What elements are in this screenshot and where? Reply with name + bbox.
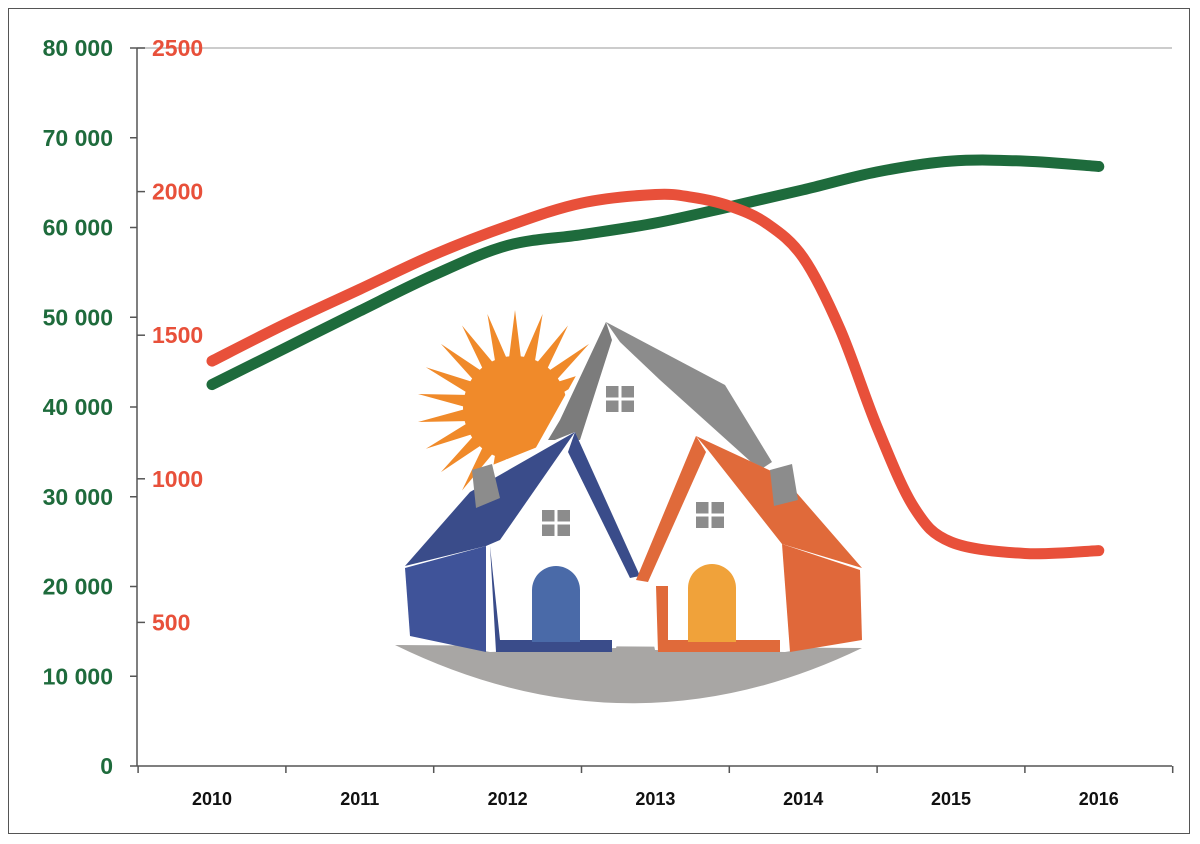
blue-house-door xyxy=(532,566,580,642)
right-axis-tick-label: 2500 xyxy=(152,35,203,61)
left-axis-tick-label: 50 000 xyxy=(43,304,113,330)
blue-house-side-wall xyxy=(405,546,486,652)
back-house-window-bars xyxy=(606,386,634,412)
right-axis-tick-label: 1500 xyxy=(152,322,203,348)
left-axis-tick-label: 10 000 xyxy=(43,663,113,689)
left-axis-tick-label: 60 000 xyxy=(43,215,113,241)
x-axis-tick-labels: 2010 2011 2012 2013 2014 2015 2016 xyxy=(192,789,1119,809)
blue-house-chimney xyxy=(472,464,500,508)
orange-house-roof-left xyxy=(636,436,706,582)
x-axis-tick-label: 2010 xyxy=(192,789,232,809)
back-house-roof xyxy=(606,322,772,470)
axes xyxy=(130,47,1174,773)
back-house-roof-edge xyxy=(548,322,612,440)
green-series-line xyxy=(206,154,1105,391)
orange-house-trim xyxy=(656,586,780,652)
houses-with-sun-icon xyxy=(395,310,862,704)
right-axis-tick-label: 2000 xyxy=(152,179,203,205)
sun-disc xyxy=(463,356,567,460)
left-axis-tick-label: 30 000 xyxy=(43,484,113,510)
orange-house-door xyxy=(688,564,736,642)
left-axis-tick-labels: 0 10 000 20 000 30 000 40 000 50 000 60 000 70 … xyxy=(43,35,113,779)
x-axis-tick-label: 2013 xyxy=(635,789,675,809)
blue-house-roof-right xyxy=(568,432,640,578)
left-axis-tick-label: 40 000 xyxy=(43,394,113,420)
blue-house-trim xyxy=(490,546,612,652)
orange-house-chimney xyxy=(770,464,798,506)
ground xyxy=(395,645,862,704)
chart-frame xyxy=(8,8,1190,834)
orange-house-window-bars xyxy=(696,502,724,528)
x-axis-tick-label: 2012 xyxy=(488,789,528,809)
right-axis-tick-label: 1000 xyxy=(152,466,203,492)
left-axis-tick-label: 80 000 xyxy=(43,35,113,61)
right-axis-tick-label: 500 xyxy=(152,609,190,635)
x-axis-tick-label: 2014 xyxy=(783,789,823,809)
left-axis-tick-label: 0 xyxy=(100,753,113,779)
series-lines xyxy=(206,154,1105,560)
x-axis-tick-label: 2011 xyxy=(340,789,379,809)
left-axis-tick-label: 70 000 xyxy=(43,125,113,151)
x-axis-tick-label: 2015 xyxy=(931,789,971,809)
right-axis-tick-labels: 500 1000 1500 2000 2500 xyxy=(152,35,203,635)
x-axis-tick-label: 2016 xyxy=(1079,789,1119,809)
red-series-line xyxy=(206,188,1105,560)
left-axis-tick-label: 20 000 xyxy=(43,574,113,600)
orange-house-side-wall xyxy=(782,544,862,652)
blue-house-window-bars xyxy=(542,510,570,536)
